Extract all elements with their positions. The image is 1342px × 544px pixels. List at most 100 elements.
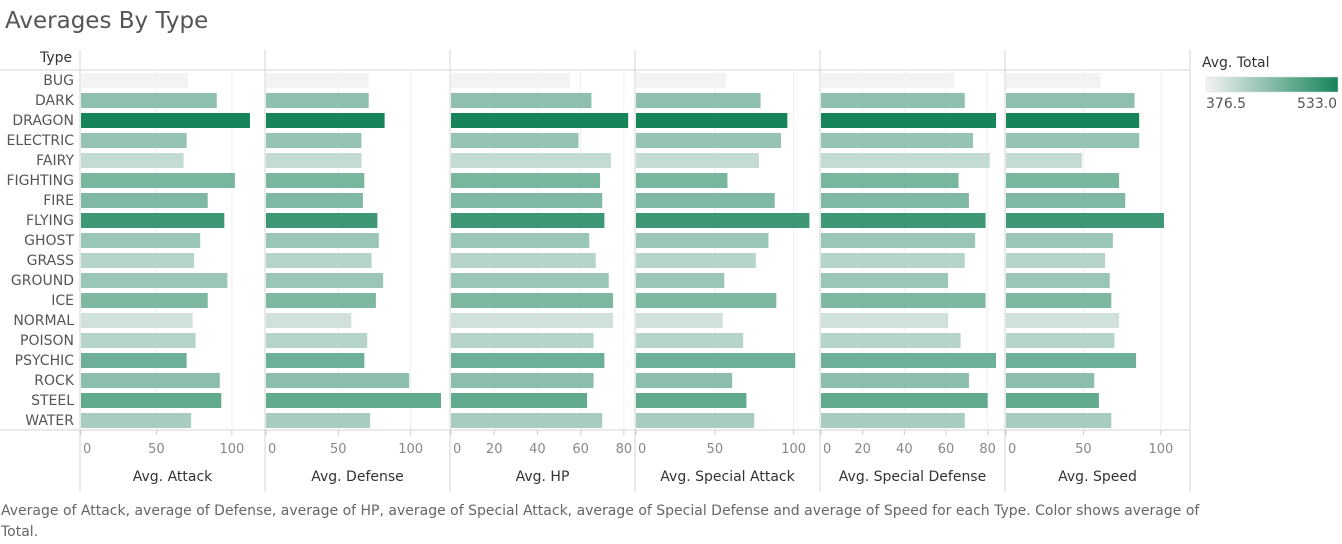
bar-fire: [81, 193, 208, 208]
bar-psychic: [81, 353, 187, 368]
tick-label: 100: [781, 442, 806, 457]
bar-ice: [451, 293, 614, 308]
bar-flying: [266, 213, 378, 228]
bar-ground: [636, 273, 725, 288]
legend-gradient-bar: [1205, 76, 1339, 93]
bar-water: [821, 413, 965, 428]
tick-label: 0: [453, 442, 461, 457]
bar-poison: [821, 333, 961, 348]
tick-label: 0: [823, 442, 831, 457]
bar-ghost: [81, 233, 201, 248]
bar-poison: [451, 333, 594, 348]
legend-min-label: 376.5: [1206, 96, 1247, 112]
category-label: ELECTRIC: [7, 133, 75, 149]
bar-electric: [266, 133, 362, 148]
bar-steel: [81, 393, 222, 408]
bar-dragon: [451, 113, 629, 128]
bar-bug: [81, 73, 189, 88]
bar-fire: [1006, 193, 1126, 208]
measure-label: Avg. Special Attack: [660, 469, 795, 485]
bar-fighting: [821, 173, 959, 188]
legend-max-label: 533.0: [1297, 96, 1338, 112]
bar-dark: [1006, 93, 1135, 108]
bar-rock: [451, 373, 594, 388]
category-label: BUG: [43, 73, 74, 89]
bar-dragon: [81, 113, 250, 128]
bar-normal: [266, 313, 352, 328]
bar-fairy: [81, 153, 184, 168]
bar-ghost: [266, 233, 379, 248]
tick-label: 40: [896, 442, 913, 457]
bar-steel: [636, 393, 747, 408]
chart-caption: Average of Attack, average of Defense, a…: [1, 503, 1200, 540]
bar-ice: [1006, 293, 1112, 308]
bar-ghost: [1006, 233, 1113, 248]
category-label: FLYING: [26, 213, 74, 229]
bar-grass: [451, 253, 596, 268]
category-label: FIRE: [43, 193, 74, 209]
category-label: FAIRY: [36, 153, 74, 169]
bar-electric: [1006, 133, 1140, 148]
bar-flying: [821, 213, 986, 228]
bar-normal: [821, 313, 949, 328]
category-label: STEEL: [31, 393, 74, 409]
bar-bug: [821, 73, 955, 88]
category-label: WATER: [25, 413, 74, 429]
bar-psychic: [266, 353, 365, 368]
tick-label: 0: [83, 442, 91, 457]
category-label: GHOST: [24, 233, 74, 249]
category-label: GRASS: [27, 253, 74, 269]
bar-grass: [636, 253, 756, 268]
bar-fighting: [636, 173, 728, 188]
bar-flying: [1006, 213, 1164, 228]
bar-grass: [266, 253, 372, 268]
bar-dragon: [636, 113, 788, 128]
category-label: NORMAL: [13, 313, 74, 329]
row-header-type: Type: [40, 50, 73, 66]
bar-water: [266, 413, 371, 428]
bar-ground: [451, 273, 609, 288]
bar-fairy: [266, 153, 362, 168]
bar-ghost: [636, 233, 769, 248]
category-label: ROCK: [34, 373, 75, 389]
bar-fairy: [1006, 153, 1082, 168]
bar-rock: [266, 373, 410, 388]
bar-fairy: [451, 153, 611, 168]
bar-ice: [636, 293, 777, 308]
bar-fighting: [81, 173, 235, 188]
bar-steel: [451, 393, 588, 408]
chart-title: Averages By Type: [5, 8, 209, 34]
bar-dark: [266, 93, 369, 108]
legend-title: Avg. Total: [1202, 55, 1270, 71]
bar-fire: [636, 193, 775, 208]
bar-flying: [451, 213, 605, 228]
bar-psychic: [821, 353, 996, 368]
tick-label: 50: [330, 442, 347, 457]
bar-ghost: [451, 233, 590, 248]
bar-dragon: [821, 113, 996, 128]
bar-psychic: [451, 353, 605, 368]
bar-dark: [451, 93, 592, 108]
bar-dark: [636, 93, 761, 108]
bar-ground: [1006, 273, 1110, 288]
bar-water: [1006, 413, 1112, 428]
tick-label: 100: [219, 442, 244, 457]
bar-fighting: [451, 173, 601, 188]
bar-poison: [1006, 333, 1115, 348]
measure-label: Avg. HP: [516, 469, 570, 485]
bar-flying: [636, 213, 810, 228]
tick-label: 0: [1008, 442, 1016, 457]
bar-fairy: [636, 153, 759, 168]
bar-fire: [266, 193, 363, 208]
bar-ice: [81, 293, 208, 308]
category-label: GROUND: [11, 273, 74, 289]
bar-steel: [1006, 393, 1099, 408]
bar-fairy: [821, 153, 990, 168]
bar-fighting: [1006, 173, 1120, 188]
category-label: FIGHTING: [6, 173, 74, 189]
category-label: POISON: [20, 333, 74, 349]
bar-poison: [266, 333, 368, 348]
bar-poison: [81, 333, 196, 348]
bar-rock: [1006, 373, 1095, 388]
